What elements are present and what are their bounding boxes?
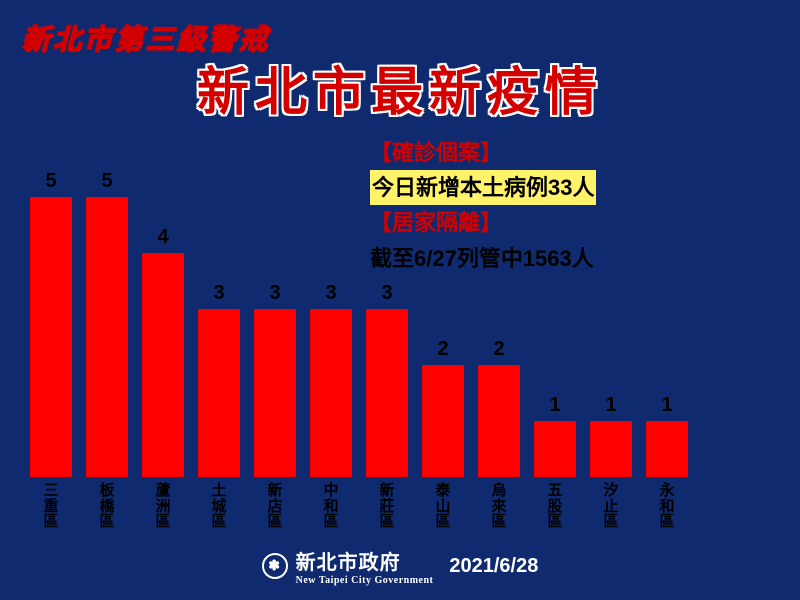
bar-value: 4 — [157, 226, 168, 249]
bar-value: 3 — [269, 282, 280, 305]
bar-value: 5 — [45, 170, 56, 193]
bar-col: 1 汐止區 — [590, 394, 632, 530]
page-root: 新北市第三級警戒 新北市最新疫情 【確診個案】 今日新增本土病例33人 【居家隔… — [0, 0, 800, 600]
gov-name-block: 新北市政府 New Taipei City Government — [296, 546, 434, 586]
bar-label: 蘆洲區 — [155, 483, 170, 530]
gov-sub: New Taipei City Government — [296, 575, 434, 586]
bar-label: 板橋區 — [99, 483, 114, 530]
bar-col: 3 新店區 — [254, 282, 296, 530]
bar — [142, 253, 184, 477]
bar-label: 烏來區 — [491, 483, 506, 530]
bar — [198, 309, 240, 477]
bar-value: 1 — [549, 394, 560, 417]
bar-value: 1 — [661, 394, 672, 417]
gov-name: 新北市政府 — [296, 552, 401, 574]
bar — [30, 197, 72, 477]
bar-label: 泰山區 — [435, 483, 450, 530]
main-title: 新北市最新疫情 — [0, 50, 800, 125]
bar — [86, 197, 128, 477]
gov-seal-icon: ✽ — [262, 553, 288, 579]
bar — [646, 421, 688, 477]
bar — [590, 421, 632, 477]
bar-col: 1 永和區 — [646, 394, 688, 530]
bar-col: 5 板橋區 — [86, 170, 128, 530]
bar-col: 3 中和區 — [310, 282, 352, 530]
bar-label: 中和區 — [323, 483, 338, 530]
bar — [422, 365, 464, 477]
bar-col: 5 三重區 — [30, 170, 72, 530]
bar-label: 土城區 — [211, 483, 226, 530]
bar-label: 五股區 — [547, 483, 562, 530]
bar — [254, 309, 296, 477]
bar — [310, 309, 352, 477]
bar-value: 2 — [493, 338, 504, 361]
bar-col: 1 五股區 — [534, 394, 576, 530]
footer-date: 2021/6/28 — [449, 555, 538, 578]
bar-label: 汐止區 — [603, 483, 618, 530]
bar-label: 新店區 — [267, 483, 282, 530]
bar-value: 2 — [437, 338, 448, 361]
bar-label: 三重區 — [43, 483, 58, 530]
bar-value: 3 — [381, 282, 392, 305]
main-title-text: 新北市最新疫情 — [197, 64, 603, 122]
bar-value: 1 — [605, 394, 616, 417]
bar-label: 新莊區 — [379, 483, 394, 530]
bar — [366, 309, 408, 477]
bar-col: 3 新莊區 — [366, 282, 408, 530]
gov-logo: ✽ 新北市政府 New Taipei City Government — [262, 546, 434, 586]
bar-value: 5 — [101, 170, 112, 193]
bar-col: 2 泰山區 — [422, 338, 464, 530]
bar-value: 3 — [213, 282, 224, 305]
bar-label: 永和區 — [659, 483, 674, 530]
footer: ✽ 新北市政府 New Taipei City Government 2021/… — [0, 546, 800, 586]
bar — [478, 365, 520, 477]
bar-col: 4 蘆洲區 — [142, 226, 184, 530]
bar-col: 2 烏來區 — [478, 338, 520, 530]
bar-col: 3 土城區 — [198, 282, 240, 530]
bar — [534, 421, 576, 477]
cases-bar-chart: 5 三重區 5 板橋區 4 蘆洲區 3 土城區 3 新店區 3 中和區 3 新莊區 2 泰山區 2 烏來區 1 五股區… — [30, 170, 688, 530]
bar-value: 3 — [325, 282, 336, 305]
info-heading-cases: 【確診個案】 — [370, 135, 740, 170]
